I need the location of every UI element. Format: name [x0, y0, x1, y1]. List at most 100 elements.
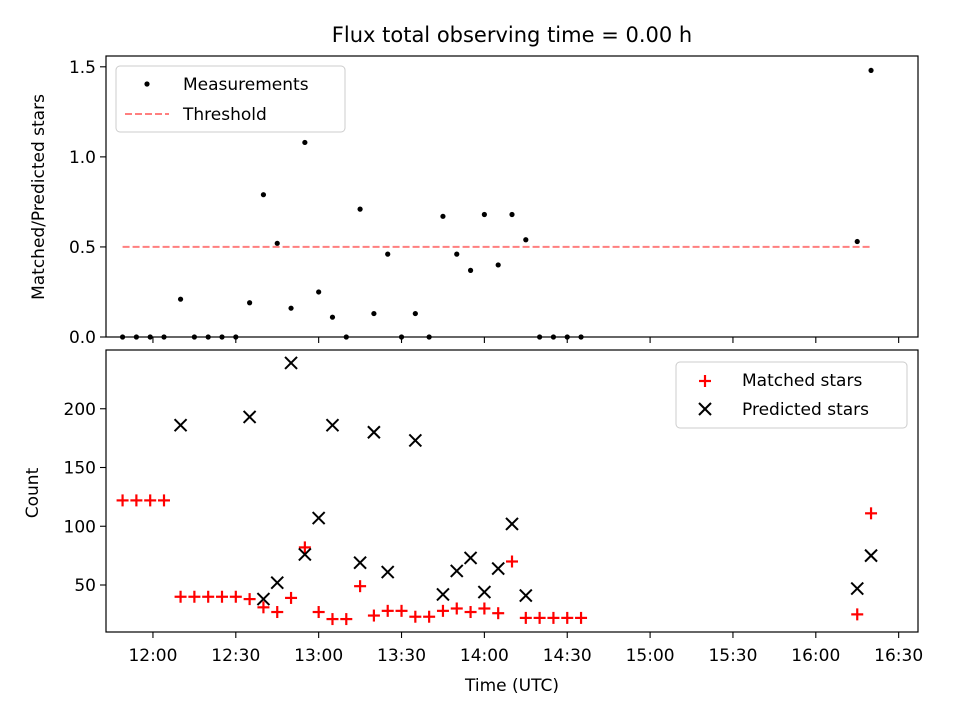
measurement-point [481, 211, 487, 218]
legend-measurements-label: Measurements [183, 75, 309, 95]
matched-star-point [575, 611, 588, 624]
predicted-star-point [850, 581, 864, 596]
matched-star-point [423, 610, 436, 623]
predicted-star-point [298, 547, 312, 562]
predicted-star-stroke [850, 581, 864, 596]
top-legend-box [115, 65, 346, 133]
matched-star-point [367, 609, 380, 622]
matched-star-point [271, 606, 284, 619]
matched-star-point [257, 601, 270, 614]
bottom-ylabel: Count [23, 467, 43, 518]
bottom-panel: 50 100 150 200 12:00 12:30 13:00 13:30 14:00 14:3… [23, 349, 923, 696]
predicted-star-stroke [311, 511, 326, 525]
predicted-star-stroke [173, 418, 188, 432]
predicted-star-point [367, 425, 381, 439]
matched-star-point [395, 604, 408, 617]
matched-star-point [354, 580, 367, 593]
measurement-point [371, 310, 377, 317]
top-ytick-label: 0.5 [69, 238, 96, 258]
bottom-legend-box [675, 361, 908, 429]
predicted-star-stroke [436, 587, 450, 602]
predicted-star-stroke [325, 418, 340, 432]
measurement-point [274, 240, 280, 246]
xtick-label: 16:00 [791, 646, 840, 666]
predicted-star-point [284, 356, 298, 370]
matched-star-point [865, 507, 878, 520]
predicted-star-stroke [491, 561, 505, 576]
matched-star-point [561, 611, 574, 624]
matched-star-point [202, 590, 215, 603]
legend-predicted-label: Predicted stars [742, 400, 869, 420]
matched-star-point [285, 591, 298, 604]
matched-star-point [381, 604, 394, 617]
measurement-point [177, 296, 184, 302]
matched-star-point [478, 602, 491, 615]
predicted-star-point [381, 565, 395, 579]
matched-star-point [547, 611, 560, 624]
matched-star-point [130, 494, 143, 507]
measurement-point [302, 139, 308, 146]
legend-measurement-marker [144, 81, 150, 87]
predicted-star-stroke [270, 575, 284, 590]
top-ylabel: Matched/Predicted stars [29, 94, 49, 300]
matched-star-point [229, 590, 242, 603]
matched-star-point [216, 590, 228, 603]
bottom-ytick-label: 200 [64, 400, 96, 420]
predicted-star-stroke [408, 433, 423, 448]
predicted-star-point [519, 588, 533, 603]
measurement-point [454, 251, 460, 257]
predicted-star-point [864, 548, 878, 563]
matched-star-point [409, 610, 422, 623]
xtick-label: 12:30 [211, 646, 260, 666]
matched-star-point [464, 606, 477, 619]
bottom-axes-frame [105, 349, 919, 633]
measurement-point [357, 206, 363, 212]
predicted-star-stroke [242, 410, 257, 424]
predicted-star-point [353, 555, 367, 570]
predicted-star-stroke [298, 547, 312, 562]
measurement-point [467, 267, 474, 273]
predicted-star-point [242, 410, 257, 424]
measurement-point [247, 300, 253, 306]
predicted-star-stroke [519, 588, 533, 603]
matched-star-point [326, 613, 339, 626]
matched-star-point [243, 593, 256, 606]
top-axes-frame [105, 55, 919, 338]
predicted-star-point [325, 418, 340, 432]
predicted-star-point [311, 511, 326, 525]
measurement-point [509, 211, 515, 218]
measurement-point [868, 67, 874, 74]
predicted-star-point [173, 418, 188, 432]
measurement-point [260, 192, 267, 198]
predicted-star-point [436, 587, 450, 602]
predicted-star-stroke [381, 565, 395, 579]
matched-star-point [533, 611, 546, 624]
chart-title: Flux total observing time = 0.00 h [332, 23, 692, 47]
bottom-legend: Matched stars Predicted stars [675, 361, 908, 429]
predicted-star-stroke [353, 555, 367, 570]
xtick-label: 14:30 [543, 646, 592, 666]
measurement-point [288, 305, 294, 311]
predicted-star-point [491, 561, 505, 576]
predicted-star-stroke [450, 564, 464, 578]
xtick-label: 13:00 [294, 646, 343, 666]
predicted-star-point [450, 564, 464, 578]
top-ytick-label: 1.0 [69, 148, 96, 168]
predicted-star-point [270, 575, 284, 590]
predicted-star-stroke [505, 517, 519, 531]
bottom-ytick-label: 150 [64, 459, 96, 479]
measurement-point [854, 238, 860, 245]
predicted-star-point [256, 592, 271, 606]
matched-star-point [116, 494, 129, 507]
xtick-label: 15:30 [708, 646, 757, 666]
matched-star-point [312, 606, 325, 619]
matched-star-point [519, 611, 532, 624]
measurement-point [385, 251, 391, 257]
measurement-point [329, 314, 336, 320]
legend-threshold-label: Threshold [182, 105, 267, 125]
predicted-star-stroke [367, 425, 381, 439]
bottom-ytick-label: 50 [74, 576, 96, 596]
matched-star-point [436, 604, 449, 617]
matched-star-point [506, 555, 518, 568]
